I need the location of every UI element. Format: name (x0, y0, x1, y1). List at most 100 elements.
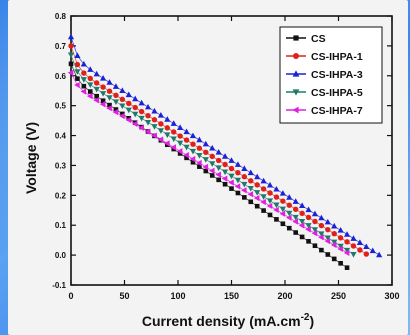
data-point (343, 231, 351, 237)
data-point (119, 96, 126, 103)
data-point (253, 195, 260, 202)
data-point (285, 214, 292, 221)
data-point (305, 206, 312, 213)
data-point (157, 136, 164, 143)
y-tick-label: 0.5 (55, 102, 67, 111)
data-point (132, 104, 138, 111)
data-point (99, 101, 106, 108)
x-tick-label: 50 (119, 291, 129, 301)
data-point (86, 93, 93, 100)
data-point (67, 52, 75, 59)
data-point (138, 99, 145, 106)
data-point (170, 144, 177, 151)
data-point (119, 112, 125, 120)
data-point (93, 70, 100, 77)
data-point (144, 119, 152, 126)
y-tick-label: -0.1 (52, 281, 66, 290)
data-point (189, 155, 196, 163)
data-point (125, 116, 132, 124)
data-point (222, 161, 228, 168)
data-point (67, 69, 74, 76)
data-point (305, 223, 312, 229)
data-point (247, 169, 254, 176)
data-point (235, 190, 241, 196)
data-point (138, 115, 145, 122)
data-point (87, 89, 93, 94)
data-point (234, 161, 242, 167)
data-point (286, 210, 293, 217)
data-point (261, 208, 266, 213)
data-point (234, 177, 242, 184)
data-point (80, 77, 87, 83)
series-cs-ihpa-1 (68, 43, 370, 257)
data-point (260, 198, 266, 206)
data-point (80, 88, 87, 95)
data-point (81, 70, 87, 76)
data-point (247, 185, 254, 192)
data-point (242, 195, 247, 200)
data-point (363, 251, 370, 257)
data-point (177, 151, 183, 156)
data-point (93, 97, 99, 104)
data-point (318, 231, 325, 237)
data-point (292, 198, 299, 204)
legend-marker (292, 70, 300, 77)
data-point (74, 81, 80, 89)
data-point (183, 152, 189, 159)
data-point (100, 84, 106, 90)
y-tick-label: 0.3 (55, 161, 67, 170)
data-point (100, 75, 107, 81)
y-tick-label: 0.1 (55, 221, 67, 230)
data-point (164, 132, 171, 138)
data-point (215, 148, 222, 155)
data-point (324, 235, 331, 242)
data-point (254, 182, 260, 188)
data-point (273, 206, 279, 213)
data-point (113, 92, 119, 99)
data-point (144, 128, 151, 135)
data-point (266, 198, 274, 204)
data-point (93, 86, 100, 93)
data-point (151, 107, 158, 114)
data-point (376, 251, 383, 258)
data-point (196, 145, 203, 151)
data-point (157, 112, 164, 118)
data-point (74, 52, 81, 58)
data-point (280, 221, 286, 227)
data-point (157, 128, 164, 134)
data-point (350, 251, 357, 258)
data-point (305, 214, 312, 221)
data-point (131, 120, 138, 127)
data-point (151, 124, 158, 130)
data-point (196, 159, 202, 167)
data-point (75, 76, 80, 81)
legend-item: CS-IHPA-7 (286, 105, 363, 117)
data-point (106, 79, 113, 85)
ticks: 0 50 100 150 200 250 300 -0.1 0.0 0.1 0.2 0.3 0.4 0.5… (52, 12, 399, 301)
data-point (292, 214, 299, 221)
legend-item: CS-IHPA-5 (286, 87, 363, 99)
data-point (331, 239, 338, 246)
data-point (279, 210, 286, 217)
legend-item: CS-IHPA-1 (286, 51, 363, 63)
legend-label: CS-IHPA-3 (311, 69, 363, 81)
data-point (190, 159, 196, 165)
data-point (106, 105, 112, 112)
data-point (273, 185, 280, 192)
data-point (221, 153, 229, 159)
data-point (325, 252, 331, 257)
data-point (183, 128, 190, 135)
data-point (107, 102, 112, 108)
data-point (311, 227, 319, 233)
data-point (145, 112, 151, 119)
data-point (306, 239, 311, 244)
data-point (202, 140, 209, 147)
data-point (132, 95, 139, 102)
data-point (298, 222, 305, 229)
data-point (286, 194, 293, 200)
data-point (87, 82, 94, 88)
data-point (202, 157, 209, 163)
y-tick-label: 0.2 (55, 191, 67, 200)
data-point (151, 117, 158, 123)
